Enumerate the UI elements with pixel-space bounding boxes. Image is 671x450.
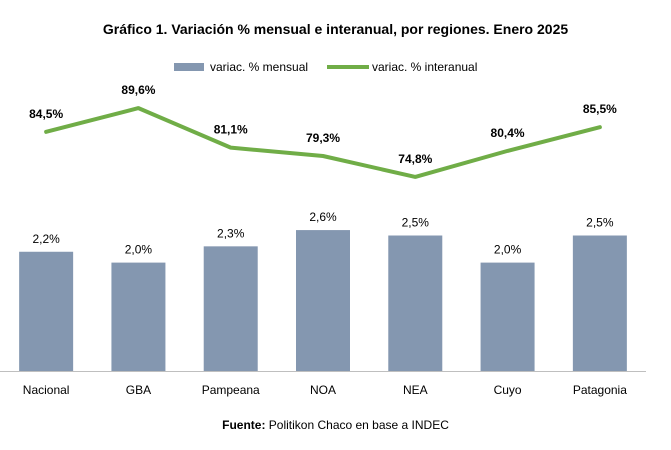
bar-mensual-5 [480,262,535,371]
bar-label-mensual-3: 2,6% [309,210,337,224]
source-text: Politikon Chaco en base a INDEC [265,418,449,432]
line-label-interanual-5: 80,4% [491,126,525,140]
legend-item-mensual: variac. % mensual [174,60,308,74]
bar-label-mensual-1: 2,0% [125,243,153,257]
chart-legend: variac. % mensual variac. % interanual [0,60,671,78]
category-label-0: Nacional [23,383,70,397]
legend-label-interanual: variac. % interanual [372,60,478,74]
legend-swatch-mensual [174,63,204,71]
chart-source: Fuente: Politikon Chaco en base a INDEC [0,418,671,432]
bar-label-mensual-2: 2,3% [217,226,245,240]
bar-mensual-1 [111,262,166,371]
legend-swatch-interanual [327,65,369,69]
bar-label-mensual-6: 2,5% [586,216,614,230]
legend-item-interanual: variac. % interanual [327,60,477,74]
bar-label-mensual-5: 2,0% [494,243,522,257]
source-label: Fuente: [222,418,266,432]
category-label-3: NOA [310,383,336,397]
category-label-6: Patagonia [573,383,627,397]
category-label-1: GBA [126,383,151,397]
bar-label-mensual-4: 2,5% [402,216,430,230]
line-label-interanual-0: 84,5% [29,107,63,121]
category-label-2: Pampeana [202,383,260,397]
bar-mensual-4 [388,235,443,371]
bar-label-mensual-0: 2,2% [32,232,60,246]
category-label-4: NEA [403,383,428,397]
bar-mensual-3 [296,230,350,371]
line-label-interanual-4: 74,8% [398,152,432,166]
bar-mensual-0 [19,251,74,371]
category-label-5: Cuyo [494,383,522,397]
line-label-interanual-3: 79,3% [306,131,340,145]
legend-label-mensual: variac. % mensual [210,60,309,74]
line-label-interanual-6: 85,5% [583,102,617,116]
line-interanual [44,106,602,179]
line-label-interanual-2: 81,1% [214,123,248,137]
chart-plot: 2,2% Nacional 2,0% GBA 2,3% Pampeana 2,6% NOA 2,… [0,83,646,397]
chart-title: Gráfico 1. Variación % mensual e interan… [102,21,569,37]
bar-mensual-2 [203,246,258,371]
bar-mensual-6 [572,235,627,371]
line-label-interanual-1: 89,6% [121,83,155,97]
